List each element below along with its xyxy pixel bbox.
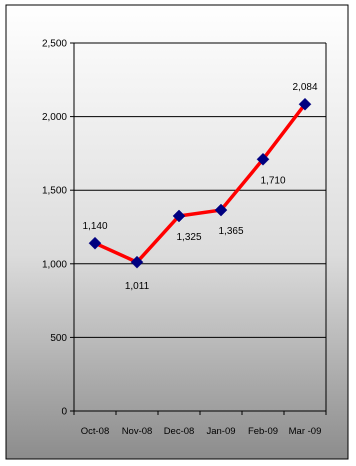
series xyxy=(94,103,307,264)
data-label: 1,140 xyxy=(82,221,107,232)
data-point-marker xyxy=(130,255,144,269)
y-tick-label: 0 xyxy=(61,407,67,418)
x-tick-label: Nov-08 xyxy=(122,426,153,437)
x-tick-label: Feb-09 xyxy=(248,426,278,437)
gridlines xyxy=(74,42,327,411)
x-tick-label: Mar -09 xyxy=(289,426,322,437)
y-tick-label: 500 xyxy=(50,333,67,344)
y-tick-label: 2,000 xyxy=(42,112,67,123)
data-point-marker xyxy=(214,203,228,217)
data-label: 2,084 xyxy=(292,82,317,93)
x-tick-label: Dec-08 xyxy=(164,426,195,437)
markers xyxy=(88,97,312,269)
x-axis-tick-labels: Oct-08 Nov-08 Dec-08 Jan-09 Feb-09 Mar -09 xyxy=(81,426,322,437)
data-point-marker xyxy=(298,97,312,111)
data-point-marker xyxy=(256,152,270,166)
y-tick-label: 1,000 xyxy=(42,259,67,270)
data-label: 1,365 xyxy=(218,226,243,237)
y-tick-label: 2,500 xyxy=(42,39,67,50)
data-labels: 1,140 1,011 1,325 1,365 1,710 2,084 xyxy=(82,82,317,292)
data-label: 1,011 xyxy=(125,281,150,292)
data-point-marker xyxy=(88,236,102,250)
axes xyxy=(70,42,327,415)
x-tick-label: Oct-08 xyxy=(81,426,110,437)
series-line xyxy=(94,103,307,264)
data-label: 1,710 xyxy=(260,175,285,186)
chart-background xyxy=(5,4,349,460)
data-point-marker xyxy=(172,209,186,223)
y-tick-label: 1,500 xyxy=(42,186,67,197)
data-label: 1,325 xyxy=(176,232,201,243)
y-axis-tick-labels: 0 500 1,000 1,500 2,000 2,500 xyxy=(42,39,67,418)
x-tick-label: Jan-09 xyxy=(206,426,235,437)
